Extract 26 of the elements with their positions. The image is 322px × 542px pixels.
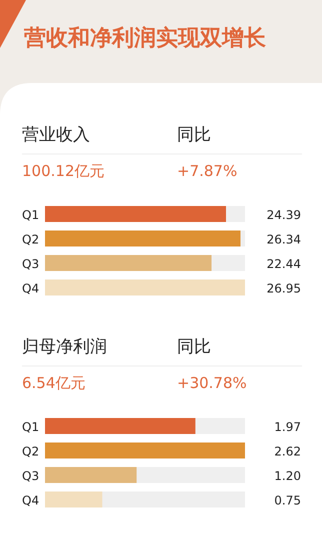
text: +7.87% (177, 162, 238, 180)
y-tick-label: Q3 (22, 469, 40, 483)
y-tick-label: Q3 (22, 257, 40, 271)
text: 营业收入 (22, 125, 90, 145)
y-tick-label: Q2 (22, 232, 40, 246)
data-label: 26.95 (266, 282, 301, 296)
text: 同比 (177, 337, 211, 357)
text: 归母净利润 (22, 337, 107, 357)
chart-title: 营收和净利润实现双增长 (23, 25, 267, 51)
text: 100.12亿元 (22, 162, 104, 180)
text: 6.54亿元 (22, 374, 86, 392)
text: +30.78% (177, 374, 247, 392)
data-label: 0.75 (274, 494, 301, 508)
data-label: 1.20 (274, 469, 301, 483)
y-tick-label: Q1 (22, 208, 40, 222)
y-tick-label: Q4 (22, 494, 40, 508)
text: 同比 (177, 125, 211, 145)
y-tick-label: Q2 (22, 444, 40, 458)
data-label: 2.62 (274, 444, 301, 458)
data-label: 22.44 (266, 257, 301, 271)
data-label: 26.34 (266, 232, 301, 246)
y-tick-label: Q4 (22, 282, 40, 296)
y-tick-label: Q1 (22, 420, 40, 434)
bar (45, 230, 240, 246)
data-label: 1.97 (274, 420, 301, 434)
data-label: 24.39 (266, 208, 301, 222)
